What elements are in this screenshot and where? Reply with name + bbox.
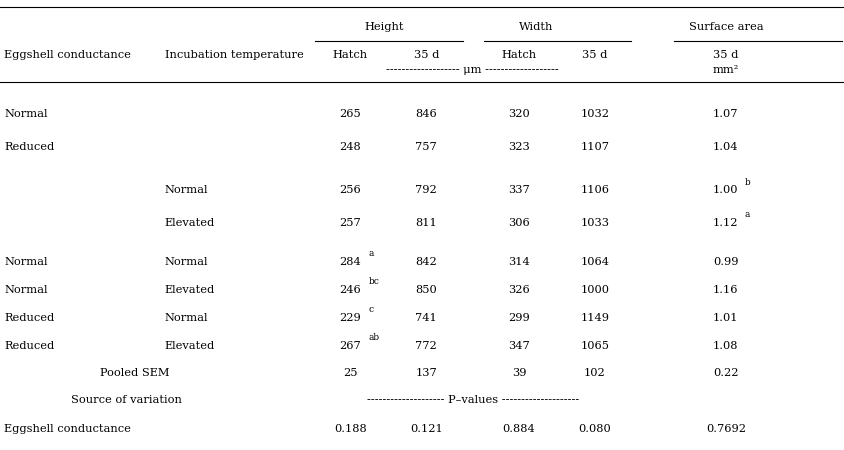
Text: 0.7692: 0.7692	[706, 424, 746, 434]
Text: 850: 850	[415, 285, 437, 295]
Text: c: c	[369, 305, 374, 314]
Text: Eggshell conductance: Eggshell conductance	[4, 424, 131, 434]
Text: 1064: 1064	[581, 257, 609, 267]
Text: Hatch: Hatch	[501, 50, 537, 60]
Text: 248: 248	[339, 142, 361, 152]
Text: b: b	[744, 178, 750, 187]
Text: Pooled SEM: Pooled SEM	[100, 369, 170, 378]
Text: ------------------- μm -------------------: ------------------- μm -----------------…	[387, 65, 559, 75]
Text: 1065: 1065	[581, 341, 609, 351]
Text: 314: 314	[508, 257, 530, 267]
Text: 1.08: 1.08	[713, 341, 738, 351]
Text: 25: 25	[343, 369, 358, 378]
Text: Height: Height	[365, 22, 403, 32]
Text: Normal: Normal	[165, 313, 208, 323]
Text: Eggshell conductance: Eggshell conductance	[4, 50, 131, 60]
Text: 284: 284	[339, 257, 361, 267]
Text: Elevated: Elevated	[165, 218, 215, 228]
Text: Surface area: Surface area	[689, 22, 763, 32]
Text: 0.99: 0.99	[713, 257, 738, 267]
Text: 0.080: 0.080	[579, 424, 611, 434]
Text: Source of variation: Source of variation	[71, 395, 182, 405]
Text: 39: 39	[511, 369, 527, 378]
Text: 0.121: 0.121	[410, 424, 442, 434]
Text: 1.12: 1.12	[713, 218, 738, 228]
Text: Reduced: Reduced	[4, 142, 55, 152]
Text: Elevated: Elevated	[165, 285, 215, 295]
Text: a: a	[744, 210, 749, 219]
Text: 267: 267	[339, 341, 361, 351]
Text: -------------------- P–values --------------------: -------------------- P–values ----------…	[366, 395, 579, 405]
Text: 347: 347	[508, 341, 530, 351]
Text: 741: 741	[415, 313, 437, 323]
Text: 842: 842	[415, 257, 437, 267]
Text: ab: ab	[369, 333, 380, 342]
Text: 1032: 1032	[581, 109, 609, 119]
Text: 1.01: 1.01	[713, 313, 738, 323]
Text: Normal: Normal	[4, 285, 48, 295]
Text: Hatch: Hatch	[333, 50, 368, 60]
Text: 256: 256	[339, 185, 361, 195]
Text: 326: 326	[508, 285, 530, 295]
Text: a: a	[369, 249, 374, 258]
Text: 846: 846	[415, 109, 437, 119]
Text: 265: 265	[339, 109, 361, 119]
Text: 229: 229	[339, 313, 361, 323]
Text: 337: 337	[508, 185, 530, 195]
Text: 320: 320	[508, 109, 530, 119]
Text: 0.188: 0.188	[334, 424, 366, 434]
Text: 1.00: 1.00	[713, 185, 738, 195]
Text: 1.04: 1.04	[713, 142, 738, 152]
Text: 772: 772	[415, 341, 437, 351]
Text: 1000: 1000	[581, 285, 609, 295]
Text: 1033: 1033	[581, 218, 609, 228]
Text: Normal: Normal	[165, 185, 208, 195]
Text: 299: 299	[508, 313, 530, 323]
Text: 35 d: 35 d	[713, 50, 738, 60]
Text: bc: bc	[369, 277, 380, 286]
Text: Reduced: Reduced	[4, 341, 55, 351]
Text: Normal: Normal	[4, 109, 48, 119]
Text: 1149: 1149	[581, 313, 609, 323]
Text: Normal: Normal	[165, 257, 208, 267]
Text: 102: 102	[584, 369, 606, 378]
Text: Normal: Normal	[4, 257, 48, 267]
Text: 1.07: 1.07	[713, 109, 738, 119]
Text: 257: 257	[339, 218, 361, 228]
Text: Incubation temperature: Incubation temperature	[165, 50, 303, 60]
Text: 35 d: 35 d	[582, 50, 608, 60]
Text: 757: 757	[415, 142, 437, 152]
Text: 323: 323	[508, 142, 530, 152]
Text: 306: 306	[508, 218, 530, 228]
Text: 792: 792	[415, 185, 437, 195]
Text: 1107: 1107	[581, 142, 609, 152]
Text: 246: 246	[339, 285, 361, 295]
Text: 35 d: 35 d	[414, 50, 439, 60]
Text: 811: 811	[415, 218, 437, 228]
Text: Elevated: Elevated	[165, 341, 215, 351]
Text: 1106: 1106	[581, 185, 609, 195]
Text: Width: Width	[519, 22, 553, 32]
Text: 137: 137	[415, 369, 437, 378]
Text: 1.16: 1.16	[713, 285, 738, 295]
Text: Reduced: Reduced	[4, 313, 55, 323]
Text: mm²: mm²	[712, 65, 739, 75]
Text: 0.22: 0.22	[713, 369, 738, 378]
Text: 0.884: 0.884	[503, 424, 535, 434]
